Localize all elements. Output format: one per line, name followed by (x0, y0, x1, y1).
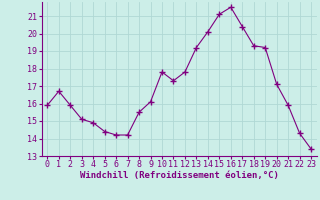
X-axis label: Windchill (Refroidissement éolien,°C): Windchill (Refroidissement éolien,°C) (80, 171, 279, 180)
